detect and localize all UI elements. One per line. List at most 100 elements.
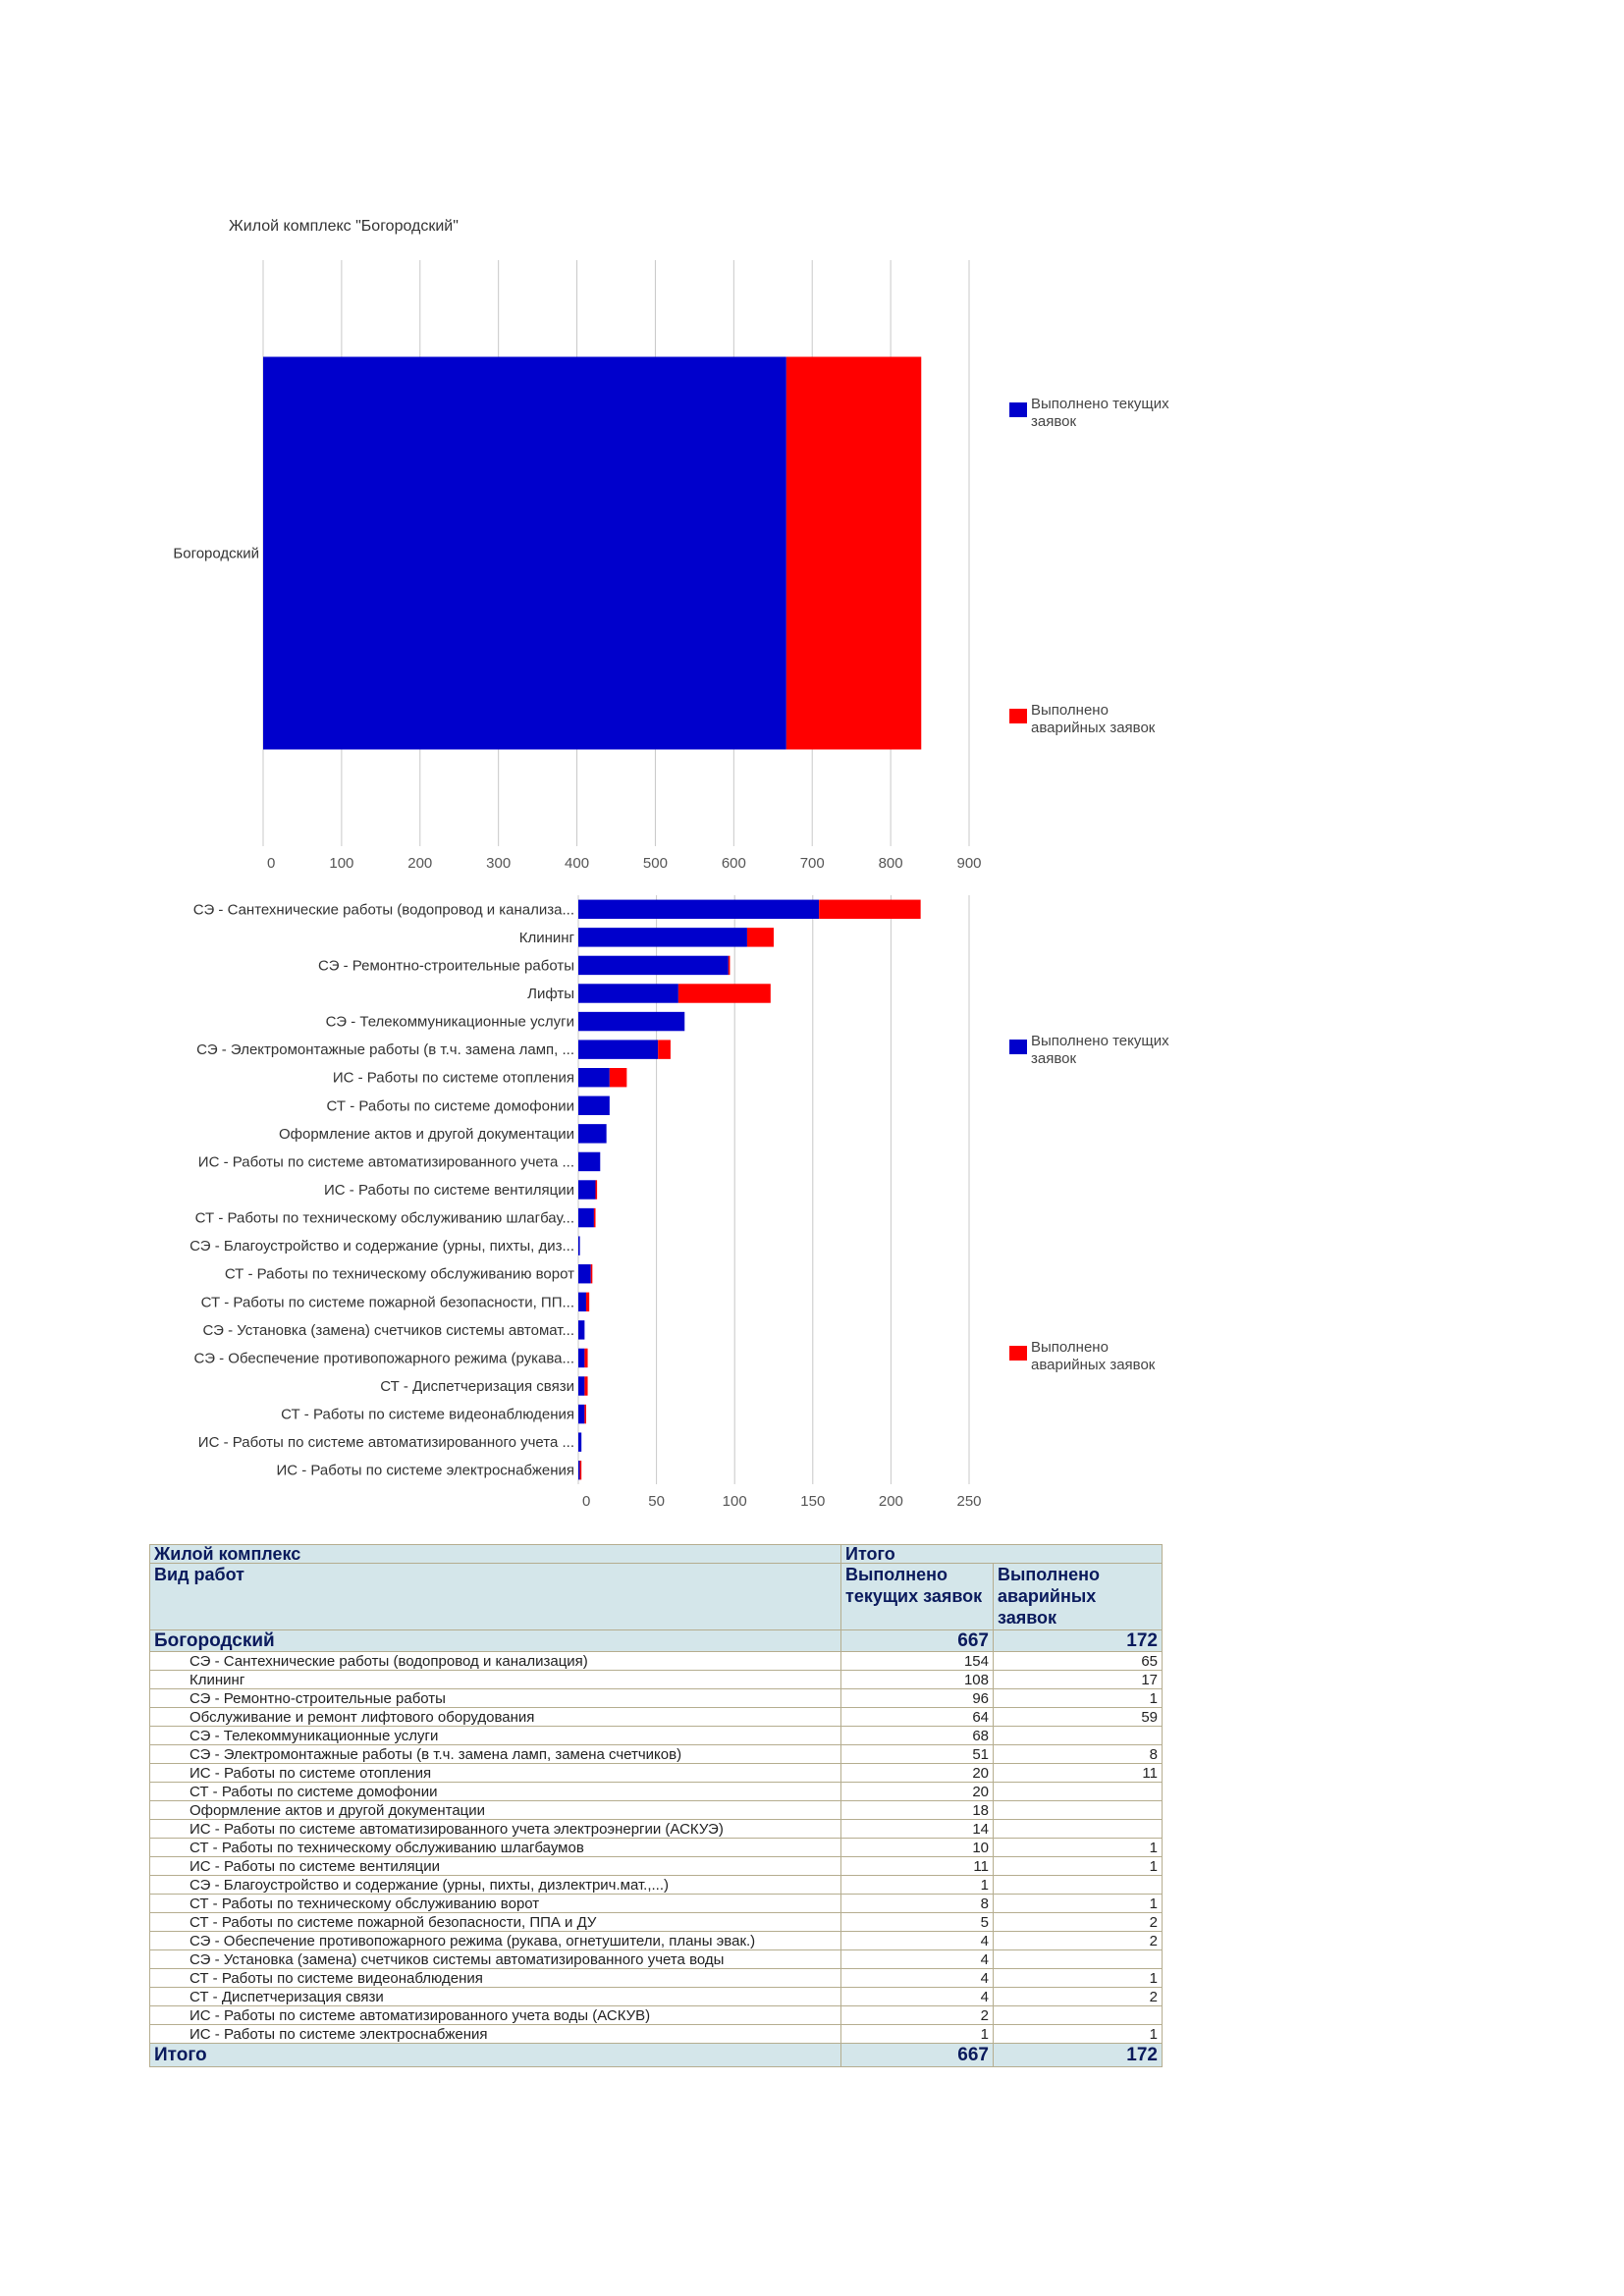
chart2-category-label: ИС - Работы по системе отопления: [333, 1070, 574, 1087]
row-emergency: 8: [993, 1744, 1163, 1764]
chart2-category-label: ИС - Работы по системе автоматизированно…: [198, 1434, 574, 1451]
table-row: СЭ - Сантехнические работы (водопровод и…: [149, 1651, 1163, 1671]
row-name: СЭ - Благоустройство и содержание (урны,…: [149, 1875, 841, 1895]
chart2-bar-current: [578, 1068, 610, 1088]
row-name: СЭ - Телекоммуникационные услуги: [149, 1726, 841, 1745]
row-emergency: [993, 1949, 1163, 1969]
table-row: СЭ - Телекоммуникационные услуги 68: [149, 1726, 1163, 1745]
row-emergency: 1: [993, 1838, 1163, 1857]
row-current: 1: [840, 2024, 994, 2044]
row-current: 14: [840, 1819, 994, 1839]
chart2-bar-current: [578, 1292, 586, 1311]
chart1-tick-label: 200: [407, 855, 432, 872]
row-emergency: [993, 1726, 1163, 1745]
chart2-tick-label: 0: [582, 1493, 590, 1510]
row-current: 4: [840, 1949, 994, 1969]
chart2-bar-current: [578, 984, 678, 1003]
chart2-category-label: Оформление актов и другой документации: [279, 1126, 574, 1143]
row-emergency: 65: [993, 1651, 1163, 1671]
chart2-bar-current: [578, 928, 747, 947]
chart2-bar-emergency: [584, 1348, 588, 1368]
row-current: 11: [840, 1856, 994, 1876]
row-emergency: 1: [993, 2024, 1163, 2044]
row-name: СЭ - Установка (замена) счетчиков систем…: [149, 1949, 841, 1969]
row-name: СЭ - Обеспечение противопожарного режима…: [149, 1931, 841, 1950]
row-current: 18: [840, 1800, 994, 1820]
chart2-bar-current: [578, 1011, 685, 1032]
group-name: Богородский: [149, 1629, 841, 1652]
chart2-bar-current: [578, 1320, 585, 1340]
chart2-bar-current: [578, 1207, 594, 1228]
table-row: СЭ - Благоустройство и содержание (урны,…: [149, 1875, 1163, 1895]
chart2-bar-current: [578, 1180, 596, 1200]
chart2-category-label: СЭ - Установка (замена) счетчиков систем…: [202, 1322, 574, 1339]
row-emergency: 1: [993, 1894, 1163, 1913]
chart2-category-label: СЭ - Сантехнические работы (водопровод и…: [193, 901, 574, 918]
row-current: 154: [840, 1651, 994, 1671]
table-row: Клининг 108 17: [149, 1670, 1163, 1689]
row-name: ИС - Работы по системе отопления: [149, 1763, 841, 1783]
row-emergency: 1: [993, 1968, 1163, 1988]
table-row: ИС - Работы по системе автоматизированно…: [149, 1819, 1163, 1839]
chart2-bar-current: [578, 1236, 580, 1255]
row-emergency: 17: [993, 1670, 1163, 1689]
chart2-bar-emergency: [590, 1264, 593, 1284]
table-row: ИС - Работы по системе электроснабжения 1…: [149, 2024, 1163, 2044]
chart2-tick-label: 100: [723, 1493, 747, 1510]
row-emergency: 2: [993, 1931, 1163, 1950]
chart2-category-label: СТ - Работы по техническому обслуживанию…: [195, 1210, 574, 1227]
row-emergency: 1: [993, 1856, 1163, 1876]
chart2-category-label: СЭ - Благоустройство и содержание (урны,…: [189, 1238, 574, 1255]
chart2-category-label: СТ - Работы по системе домофонии: [327, 1097, 574, 1114]
header-complex: Жилой комплекс: [149, 1544, 841, 1564]
chart1-tick-label: 900: [956, 855, 981, 872]
chart2-bar-emergency: [746, 928, 774, 947]
summary-bar-chart: 0 100 200 300 400 500 600 700 800 900 Богородский: [173, 260, 982, 872]
table-row: СТ - Работы по техническому обслуживанию…: [149, 1894, 1163, 1913]
row-name: ИС - Работы по системе вентиляции: [149, 1856, 841, 1876]
row-current: 2: [840, 2005, 994, 2025]
table-row: Обслуживание и ремонт лифтового оборудов…: [149, 1707, 1163, 1727]
chart2-bar-current: [578, 1404, 585, 1424]
table-row: СЭ - Электромонтажные работы (в т.ч. зам…: [149, 1744, 1163, 1764]
table-row: ИС - Работы по системе автоматизированно…: [149, 2005, 1163, 2025]
chart2-bar-emergency: [658, 1040, 671, 1059]
row-current: 68: [840, 1726, 994, 1745]
row-current: 4: [840, 1968, 994, 1988]
chart2-bar-current: [578, 1124, 607, 1144]
chart1-tick-label: 700: [800, 855, 825, 872]
row-name: СТ - Работы по системе пожарной безопасн…: [149, 1912, 841, 1932]
legend-swatch-emergency: [1009, 709, 1027, 723]
header-work-type: Вид работ: [149, 1563, 841, 1630]
chart2-category-label: Клининг: [519, 930, 575, 946]
chart2-bar-current: [578, 1376, 585, 1396]
row-name: СТ - Работы по системе домофонии: [149, 1782, 841, 1801]
chart2-category-label: ИС - Работы по системе электроснабжения: [276, 1463, 574, 1479]
chart2-tick-label: 200: [879, 1493, 903, 1510]
chart2-tick-label: 250: [956, 1493, 981, 1510]
chart2-bar-current: [578, 1461, 580, 1480]
total-current: 667: [840, 2043, 994, 2067]
chart2-category-label: СЭ - Телекоммуникационные услуги: [326, 1014, 574, 1031]
row-current: 20: [840, 1782, 994, 1801]
chart1-bar-current: [263, 356, 786, 750]
chart2-category-label: СЭ - Обеспечение противопожарного режима…: [194, 1350, 574, 1366]
chart2-bar-current: [578, 1264, 591, 1284]
row-emergency: 59: [993, 1707, 1163, 1727]
group-emergency: 172: [993, 1629, 1163, 1652]
chart2-category-label: ИС - Работы по системе автоматизированно…: [198, 1153, 574, 1170]
chart2-bar-emergency: [595, 1180, 598, 1200]
works-bar-chart: 0 50 100 150 200 250 СЭ - Сантехнические работ…: [189, 895, 982, 1510]
legend-label-current: Выполнено текущих заявок: [1031, 1033, 1169, 1067]
chart2-bar-emergency: [579, 1461, 582, 1480]
chart1-tick-label: 100: [329, 855, 353, 872]
row-name: Клининг: [149, 1670, 841, 1689]
row-current: 96: [840, 1688, 994, 1708]
table-row: СТ - Работы по системе видеонаблюдения 4 1: [149, 1968, 1163, 1988]
chart2-tick-label: 150: [800, 1493, 825, 1510]
row-name: ИС - Работы по системе автоматизированно…: [149, 1819, 841, 1839]
header-emergency: Выполнено аварийных заявок: [993, 1563, 1163, 1630]
table-row: СЭ - Ремонтно-строительные работы 96 1: [149, 1688, 1163, 1708]
header-total: Итого: [840, 1544, 1163, 1564]
chart2-category-label: СТ - Диспетчеризация связи: [380, 1378, 574, 1395]
